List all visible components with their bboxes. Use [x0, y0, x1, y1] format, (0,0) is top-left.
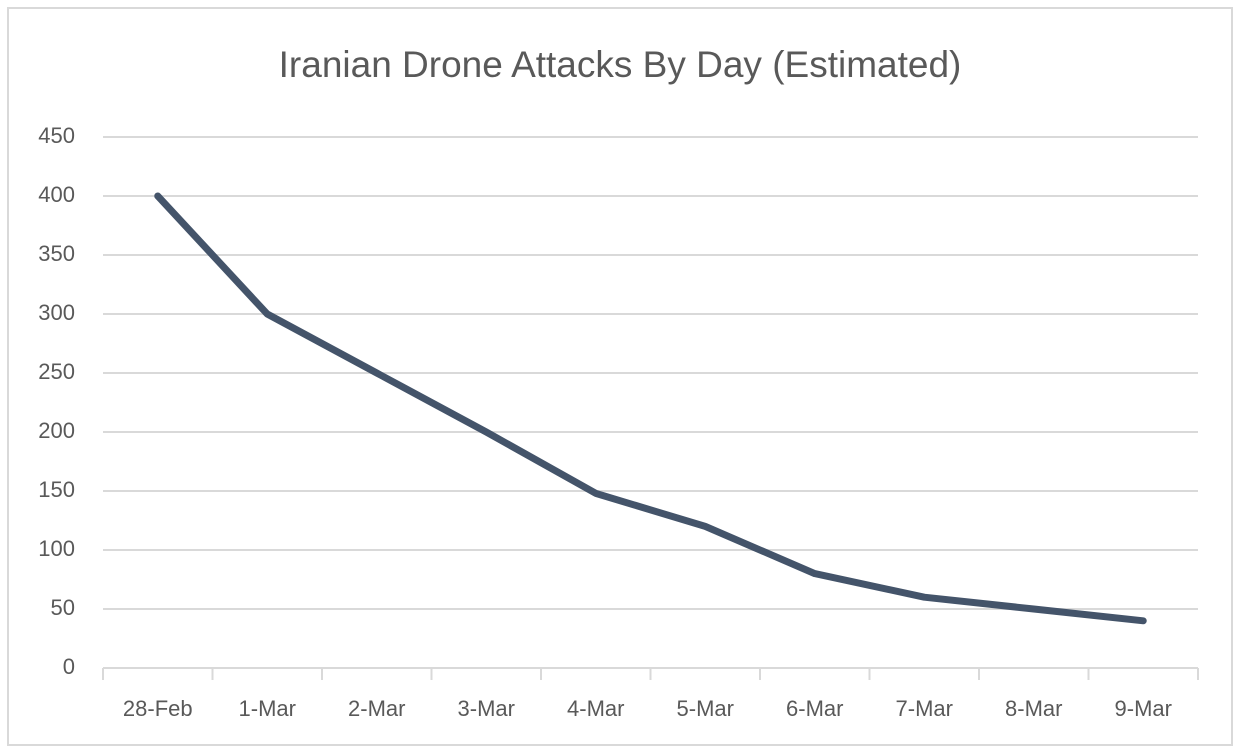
y-tick-label: 450	[38, 123, 75, 148]
x-tick-label: 7-Mar	[896, 696, 953, 721]
x-tick-label: 4-Mar	[567, 696, 624, 721]
x-tick-label: 9-Mar	[1115, 696, 1172, 721]
x-tick-label: 1-Mar	[239, 696, 296, 721]
y-tick-label: 0	[63, 654, 75, 679]
x-tick-label: 2-Mar	[348, 696, 405, 721]
y-tick-label: 400	[38, 182, 75, 207]
x-tick-label: 8-Mar	[1005, 696, 1062, 721]
y-tick-label: 300	[38, 300, 75, 325]
x-tick-label: 5-Mar	[677, 696, 734, 721]
data-line	[154, 192, 1147, 625]
y-tick-label: 250	[38, 359, 75, 384]
y-tick-label: 50	[51, 595, 75, 620]
y-tick-label: 200	[38, 418, 75, 443]
x-tick-label: 28-Feb	[123, 696, 193, 721]
chart-title: Iranian Drone Attacks By Day (Estimated)	[279, 44, 962, 85]
chart-border	[7, 7, 1233, 746]
x-tick-label: 6-Mar	[786, 696, 843, 721]
x-tick-label: 3-Mar	[458, 696, 515, 721]
y-tick-label: 150	[38, 477, 75, 502]
y-tick-label: 100	[38, 536, 75, 561]
y-tick-label: 350	[38, 241, 75, 266]
